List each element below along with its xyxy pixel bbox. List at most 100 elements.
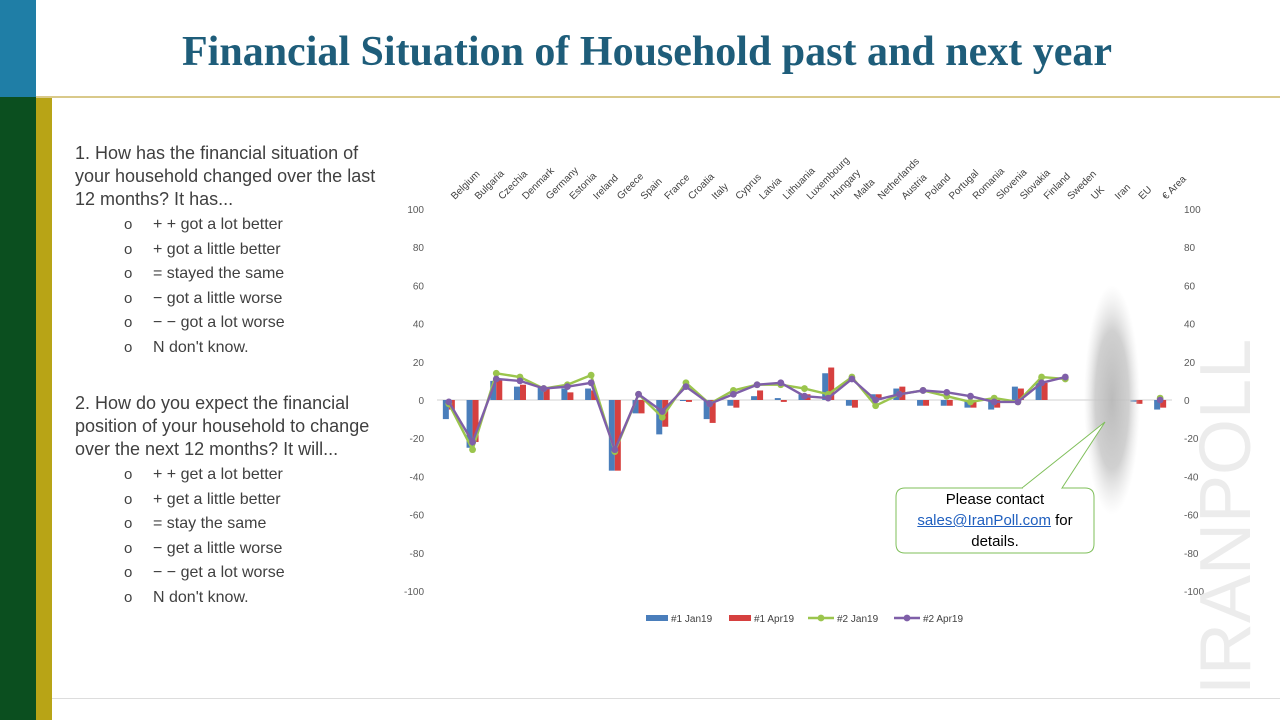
y-tick-label-left: 0 — [418, 396, 424, 407]
bar — [875, 394, 882, 400]
option-item: + got a little better — [75, 238, 387, 263]
legend-label: #1 Apr19 — [754, 614, 794, 625]
y-tick-label-left: 40 — [413, 320, 425, 331]
y-tick-label-right: -40 — [1184, 472, 1199, 483]
y-tick-label-left: -60 — [410, 511, 425, 522]
bar — [780, 400, 787, 402]
bar — [1011, 386, 1018, 400]
y-tick-label-right: 100 — [1184, 205, 1201, 216]
bar — [537, 386, 544, 400]
bar — [1035, 382, 1042, 400]
y-tick-label-right: -20 — [1184, 434, 1199, 445]
line-point — [1038, 373, 1045, 381]
line-point — [706, 400, 714, 408]
line-point — [801, 385, 808, 392]
legend-swatch — [729, 615, 751, 621]
y-tick-label-left: 100 — [407, 205, 424, 216]
legend-label: #2 Jan19 — [837, 614, 879, 625]
line-point — [967, 398, 974, 406]
line-point — [658, 413, 666, 421]
line-point — [1038, 379, 1045, 387]
iranpoll-watermark: IRANPOLL — [1186, 339, 1266, 695]
bar — [1041, 382, 1048, 400]
bar — [513, 386, 520, 400]
question-2-options: + + get a lot better + get a little bett… — [75, 463, 387, 611]
bar — [733, 400, 740, 408]
y-tick-label-left: 20 — [413, 358, 425, 369]
y-tick-label-right: 80 — [1184, 243, 1196, 254]
y-tick-label-right: 20 — [1184, 358, 1196, 369]
option-item: N don't know. — [75, 586, 387, 611]
bar — [751, 396, 758, 400]
line-point — [492, 369, 500, 377]
option-item: − get a little worse — [75, 537, 387, 562]
callout-text: Please contact sales@IranPoll.com for de… — [897, 489, 1093, 552]
x-tick-label: EU — [1137, 185, 1155, 203]
question-2: 2. How do you expect the financial posit… — [75, 392, 387, 611]
y-tick-label-left: -80 — [410, 549, 425, 560]
bar — [940, 400, 947, 406]
line-point — [848, 375, 856, 383]
line-point — [445, 398, 453, 406]
redaction-blur — [1084, 285, 1140, 515]
bar — [591, 390, 598, 400]
legend-label: #1 Jan19 — [671, 614, 713, 625]
legend-swatch-marker — [817, 614, 825, 622]
bar — [1017, 388, 1024, 400]
line-point — [943, 388, 951, 396]
bar — [638, 400, 645, 414]
line-point — [967, 392, 974, 400]
bar — [1160, 400, 1167, 408]
line-point — [587, 371, 595, 379]
line-point — [469, 438, 476, 446]
option-item: − − get a lot worse — [75, 561, 387, 586]
line-point — [872, 396, 880, 404]
bar — [994, 400, 1001, 408]
left-accent-gold — [36, 97, 52, 720]
callout-pointer — [1021, 421, 1106, 489]
bar — [703, 400, 710, 420]
bar — [709, 400, 716, 423]
x-tick-label: Poland — [923, 172, 953, 202]
left-accent-blue — [0, 0, 36, 97]
bar — [466, 400, 473, 448]
y-tick-label-right: -100 — [1184, 587, 1204, 598]
x-tick-label: Italy — [710, 181, 731, 202]
y-tick-label-right: 40 — [1184, 320, 1196, 331]
bar — [632, 400, 639, 414]
line-point — [872, 402, 880, 410]
bar — [822, 373, 829, 400]
bar — [923, 400, 930, 406]
y-tick-label-right: -80 — [1184, 549, 1199, 560]
option-item: + + get a lot better — [75, 463, 387, 488]
x-tick-label: Iran — [1113, 182, 1133, 202]
line-point — [587, 379, 595, 387]
bar — [828, 367, 835, 400]
bar — [614, 400, 621, 471]
bar — [727, 400, 734, 406]
line-point — [1014, 398, 1022, 406]
line-point — [801, 392, 808, 400]
bar — [496, 378, 503, 400]
line-point — [753, 381, 761, 389]
sales-email-link[interactable]: sales@IranPoll.com — [917, 512, 1051, 529]
bar — [679, 400, 686, 401]
bar — [519, 384, 526, 400]
callout-bubble — [895, 487, 1095, 554]
legend-swatch — [646, 615, 668, 621]
line-point — [919, 387, 927, 394]
bar — [567, 392, 574, 400]
page-title: Financial Situation of Household past an… — [182, 29, 1112, 75]
watermark-text: IRANPOLL — [1186, 339, 1266, 695]
y-tick-label-left: -100 — [404, 587, 424, 598]
bar — [964, 400, 971, 408]
bar — [946, 400, 953, 406]
line-point — [611, 446, 619, 454]
line-point — [682, 383, 690, 391]
option-item: = stay the same — [75, 512, 387, 537]
bar — [845, 400, 852, 406]
line-point — [564, 383, 571, 391]
bar — [988, 400, 995, 410]
line-point — [469, 446, 476, 454]
